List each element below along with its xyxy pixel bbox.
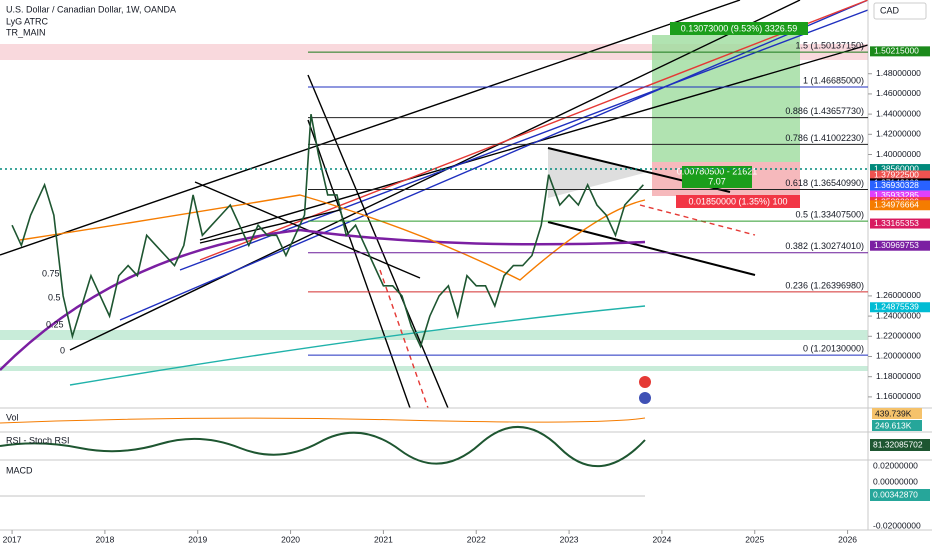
x-tick-label: 2023 [560,534,579,544]
rsi-line [0,425,646,468]
vol-badge [872,408,922,419]
rsi-badge [870,439,930,451]
drawings [0,0,869,409]
price-badge-label: 1.33165353 [874,218,919,228]
fib-label: 1 (1.46685000) [803,75,864,85]
x-tick-label: 2022 [467,534,486,544]
price-badge-label: 1.37922500 [874,170,919,180]
vol-badge [872,420,922,431]
y-tick-label: 1.22000000 [876,331,921,341]
fib-label: 0.886 (1.43657730) [785,106,864,116]
fib-label: 0.75 [42,268,60,278]
fib-label: 0.618 (1.36540990) [785,178,864,188]
x-tick-label: 2025 [745,534,764,544]
macd-tick: 0.02000000 [873,460,918,470]
target-label: 0.13073000 (9.53%) 3326.59 [681,23,798,33]
stop-label: 0.01850000 (1.35%) 100 [688,196,787,206]
y-tick-label: 1.46000000 [876,88,921,98]
macd-label: 0.00342870 [873,489,918,499]
profit-zone [652,35,800,162]
fib-label: 0.25 [46,319,64,329]
macd-badge [870,489,930,501]
x-tick-label: 2020 [281,534,300,544]
vol-label: 249.613K [875,420,912,430]
event-icon[interactable] [639,392,651,404]
price-badge [870,180,930,191]
price-badge [870,170,930,181]
vol-ma [0,417,646,424]
price-badge [870,200,930,211]
y-tick-label: 1.24000000 [876,310,921,320]
y-tick-label: 1.44000000 [876,108,921,118]
current-box [682,166,752,188]
x-tick-label: 2024 [652,534,671,544]
price-badge-label: 1.30969753 [874,240,919,250]
stop-box [676,195,800,208]
fib-label: 1.5 (1.50137150) [795,41,864,51]
currency[interactable]: CAD [880,5,900,15]
fib-label: 0.786 (1.41002230) [785,133,864,143]
ratio-label: 7.07 [708,176,726,186]
current-label: 0.00780500 - 21621 [677,166,758,176]
rsi-label: 81.32085702 [873,439,923,449]
macd-tick: -0.02000000 [873,520,921,530]
price-badge-label: 1.36930328 [874,180,919,190]
y-tick-label: 1.20000000 [876,351,921,361]
price-badge [870,218,930,229]
price-badge-label: 1.50215000 [874,46,919,56]
fib-label: 0.236 (1.26396980) [785,280,864,290]
x-tick-label: 2018 [95,534,114,544]
y-tick-label: 1.18000000 [876,371,921,381]
price-line [11,113,644,349]
indicator: TR_MAIN [6,27,46,37]
triangle [548,148,648,198]
fib-label: 0.382 (1.30274010) [785,241,864,251]
y-tick-label: 1.40000000 [876,149,921,159]
price-badge [870,190,930,201]
currency-button[interactable] [873,2,927,20]
x-tick-label: 2021 [374,534,393,544]
pane-title: RSI - Stoch RSI [6,435,70,445]
event-icon[interactable] [639,376,651,388]
zone [0,366,868,371]
fib-label: 0 (1.20130000) [803,344,864,354]
fib-label: 0.5 [48,292,61,302]
price-badge-label: 1.24875539 [874,302,919,312]
price-badge [870,164,930,175]
price-badge [870,240,930,251]
fib-label: 0.5 (1.33407500) [795,209,864,219]
y-tick-label: 1.26000000 [876,290,921,300]
pane-title: Vol [6,412,19,422]
x-tick-label: 2026 [838,534,857,544]
pane-title: MACD [6,465,33,475]
price-badge [870,46,930,57]
fib-label: 0 [60,345,65,355]
price-badge-label: 1.34976664 [874,199,919,209]
x-tick-label: 2019 [188,534,207,544]
title: U.S. Dollar / Canadian Dollar, 1W, OANDA [6,4,176,14]
y-tick-label: 1.48000000 [876,68,921,78]
y-tick-label: 1.42000000 [876,129,921,139]
price-badge [870,302,930,313]
zone [0,330,868,340]
target-box [670,22,808,35]
vol-label: 439.739K [875,408,912,418]
price-badge-label: 1.38560000 [874,163,919,173]
indicator: LyG ATRC [6,16,49,26]
macd-tick: 0.00000000 [873,476,918,486]
price-badge-label: 1.35933285 [874,190,919,200]
y-tick-label: 1.16000000 [876,391,921,401]
x-tick-label: 2017 [3,534,22,544]
